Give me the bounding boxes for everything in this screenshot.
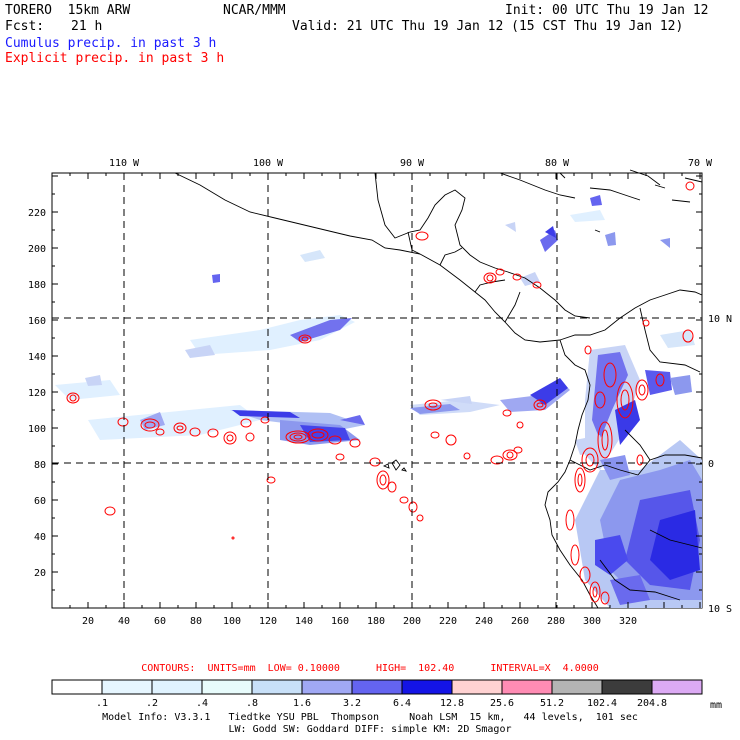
model-name: TORERO 15km ARW (5, 3, 131, 18)
longitude-labels: 110 W 100 W 90 W 80 W 70 W (109, 158, 713, 169)
y-tick-label: 20 (34, 568, 46, 579)
x-tick-label: 140 (295, 616, 313, 627)
colorbar-swatch (201, 679, 253, 695)
y-tick-label: 100 (28, 424, 46, 435)
x-tick-label: 320 (619, 616, 637, 627)
colorbar-label: 12.8 (440, 698, 464, 709)
y-tick-label: 140 (28, 352, 46, 363)
contours-info: CONTOURS: UNITS=mm LOW= 0.10000 HIGH= 10… (141, 663, 599, 674)
y-tick-label: 200 (28, 244, 46, 255)
colorbar-label: 102.4 (587, 698, 617, 709)
x-tick-label: 60 (154, 616, 166, 627)
colorbar-label: 6.4 (393, 698, 411, 709)
y-tick-label: 80 (34, 460, 46, 471)
colorbar-swatch (401, 679, 453, 695)
precip-map: 110 W 100 W 90 W 80 W 70 W 10 N 0 10 S 2… (28, 158, 732, 627)
colorbar-label: 3.2 (343, 698, 361, 709)
forecast-label: Fcst: (5, 19, 45, 34)
colorbar-label: .4 (196, 698, 208, 709)
colorbar-label: .1 (96, 698, 108, 709)
y-tick-label: 60 (34, 496, 46, 507)
colorbar-label: .2 (146, 698, 158, 709)
y-tick-label: 160 (28, 316, 46, 327)
x-tick-label: 220 (439, 616, 457, 627)
y-tick-label: 120 (28, 388, 46, 399)
latitude-labels: 10 N 0 10 S (708, 314, 732, 615)
y-tick-label: 180 (28, 280, 46, 291)
axis-ticks (52, 173, 702, 608)
colorbar-label: 1.6 (293, 698, 311, 709)
legend-cumulus: Cumulus precip. in past 3 h (5, 36, 217, 51)
model-physics: LW: Godd SW: Goddard DIFF: simple KM: 2D… (228, 724, 512, 735)
colorbar-swatch (251, 679, 303, 695)
colorbar-label: 204.8 (637, 698, 667, 709)
lat-lon-grid (52, 173, 702, 608)
colorbar-label: 25.6 (490, 698, 514, 709)
colorbar-swatch (51, 679, 103, 695)
organization: NCAR/MMM (223, 3, 286, 18)
colorbar-unit: mm (710, 700, 722, 711)
lon-label-100w: 100 W (253, 158, 284, 169)
y-tick-label: 220 (28, 208, 46, 219)
x-tick-label: 180 (367, 616, 385, 627)
x-index-labels: 20 40 60 80 100 120 140 160 180 200 220 … (82, 616, 637, 627)
colorbar-swatch (651, 679, 703, 695)
x-tick-label: 80 (190, 616, 202, 627)
colorbar-swatch (301, 679, 353, 695)
x-tick-label: 120 (259, 616, 277, 627)
init-time: Init: 00 UTC Thu 19 Jan 12 (505, 3, 709, 18)
x-tick-label: 200 (403, 616, 421, 627)
colorbar-swatch (101, 679, 153, 695)
forecast-hour: 21 h (71, 19, 103, 34)
explicit-contours (66, 181, 695, 605)
colorbar-swatch (351, 679, 403, 695)
x-tick-label: 40 (118, 616, 130, 627)
valid-time: Valid: 21 UTC Thu 19 Jan 12 (15 CST Thu … (292, 19, 684, 34)
lat-label-10n: 10 N (708, 314, 732, 325)
lat-label-10s: 10 S (708, 604, 732, 615)
lon-label-80w: 80 W (545, 158, 570, 169)
lat-label-0: 0 (708, 459, 714, 470)
colorbar-swatch (151, 679, 203, 695)
x-tick-label: 160 (331, 616, 349, 627)
cumulus-shading (55, 195, 702, 608)
colorbar-label: 51.2 (540, 698, 564, 709)
legend-explicit: Explicit precip. in past 3 h (5, 51, 225, 66)
colorbar-label: .8 (246, 698, 258, 709)
x-tick-label: 100 (223, 616, 241, 627)
colorbar-swatch (451, 679, 503, 695)
colorbar-swatch (601, 679, 653, 695)
x-tick-label: 260 (511, 616, 529, 627)
lon-label-90w: 90 W (400, 158, 425, 169)
colorbar-swatch (501, 679, 553, 695)
precip-colorbar: .1.2.4.8 1.6 3.2 6.4 12.8 25.6 51.2 102.4 204.8 … (51, 679, 722, 711)
lon-label-110w: 110 W (109, 158, 140, 169)
y-index-labels: 20 40 60 80 100 120 140 160 180 200 220 (28, 208, 46, 579)
colorbar-swatch (551, 679, 603, 695)
model-info: Model Info: V3.3.1 Tiedtke YSU PBL Thomp… (102, 712, 638, 723)
lon-label-70w: 70 W (688, 158, 713, 169)
x-tick-label: 20 (82, 616, 94, 627)
x-tick-label: 240 (475, 616, 493, 627)
x-tick-label: 280 (547, 616, 565, 627)
y-tick-label: 40 (34, 532, 46, 543)
x-tick-label: 300 (583, 616, 601, 627)
